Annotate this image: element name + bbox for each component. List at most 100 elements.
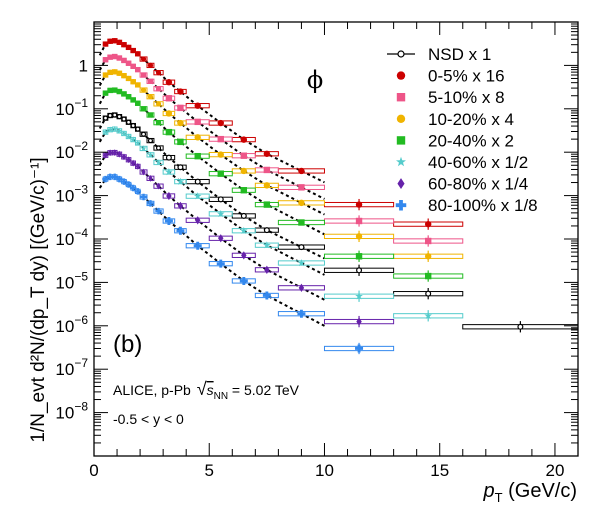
data-point [125,60,132,66]
data-point [176,226,185,235]
data-point [147,112,154,118]
data-point [263,150,271,157]
y-axis-title: 1/N_evt d²N/(dp_T dy) [(GeV/c)⁻¹] [28,157,49,442]
data-point [193,192,202,200]
legend-marker [396,71,406,80]
data-point [121,57,127,64]
data-point [239,276,248,285]
data-point [107,126,114,133]
data-point [116,114,122,120]
data-point [165,154,172,161]
data-point [134,188,142,195]
y-tick-label: 10−6 [55,313,88,336]
y-tick-label: 10−3 [55,183,88,206]
data-point [297,258,306,267]
data-point [218,234,224,243]
fit-curve-1 [98,39,325,184]
panel-label: (b) [113,331,142,358]
data-point [125,133,132,140]
fit-curve-3 [98,70,325,216]
y-tick-label: 10−8 [55,400,88,423]
data-point [134,139,141,146]
data-point [107,112,113,119]
axis-tick-labels: 0 5 10 15 20 1 10−1 10−2 10−3 10−4 10−5 10−6 10−7 10−… [55,56,564,480]
data-point [111,125,118,132]
data-point [141,168,146,176]
data-point [135,51,141,57]
data-point [147,94,154,100]
data-point [177,104,184,112]
data-point [147,200,154,207]
data-point [140,56,147,62]
data-point [355,233,363,240]
data-point [193,241,202,250]
fit-curve-0 [98,113,325,260]
data-point [116,175,123,183]
data-point [424,253,432,260]
data-point [130,136,137,143]
data-point [112,87,118,93]
data-point [140,193,147,201]
data-point [135,100,141,106]
y-tick-label: 10−4 [55,226,88,249]
experiment-annotation: ALICE, p-Pb √sNN = 5.02 TeV [113,379,300,402]
data-point [194,118,201,126]
data-point [298,199,305,207]
data-point [240,167,248,175]
data-point [130,97,136,103]
data-point [126,119,132,125]
data-point [102,175,109,183]
data-point [194,102,201,109]
data-point [155,207,162,215]
x-tick-label: 20 [545,461,564,480]
data-point [298,219,305,226]
fit-curve-7 [98,175,325,327]
data-point [298,184,305,191]
data-markers [102,38,524,353]
data-point [240,136,248,143]
data-point [217,135,224,143]
legend-marker [395,199,407,211]
data-point [130,63,136,69]
data-point [165,128,173,136]
data-point [263,227,270,234]
data-point [140,145,147,152]
data-point [240,187,248,194]
data-point [147,78,154,84]
data-point [241,251,247,260]
legend: NSD x 1 0-5% x 16 5-10% x 8 10-20% x 4 20-40… [387,45,538,215]
data-point [135,126,141,132]
y-tick-label: 10−1 [55,96,88,119]
legend-marker [397,178,405,190]
data-point [355,201,363,208]
data-point [155,159,162,166]
data-point [217,151,224,158]
data-point [155,86,162,92]
data-point [356,317,362,326]
data-point [156,182,161,190]
data-point [140,72,147,78]
data-point [106,173,114,181]
data-point [194,152,201,160]
data-point [264,265,270,274]
x-tick-label: 5 [205,461,214,480]
data-point [102,72,109,78]
data-point [116,39,122,45]
data-point [216,259,225,268]
data-point [125,75,132,82]
data-point [112,112,118,118]
data-point [155,120,162,126]
data-point [263,182,271,189]
data-point [424,237,432,245]
data-point [135,82,141,88]
x-tick-label: 0 [89,461,98,480]
legend-marker [396,136,406,145]
data-point [117,150,122,158]
data-point [177,164,184,171]
data-point [217,119,224,127]
fit-curve-5 [98,128,325,276]
data-point [240,226,248,234]
data-point [120,178,128,185]
data-point [125,181,132,188]
data-point [140,87,147,93]
